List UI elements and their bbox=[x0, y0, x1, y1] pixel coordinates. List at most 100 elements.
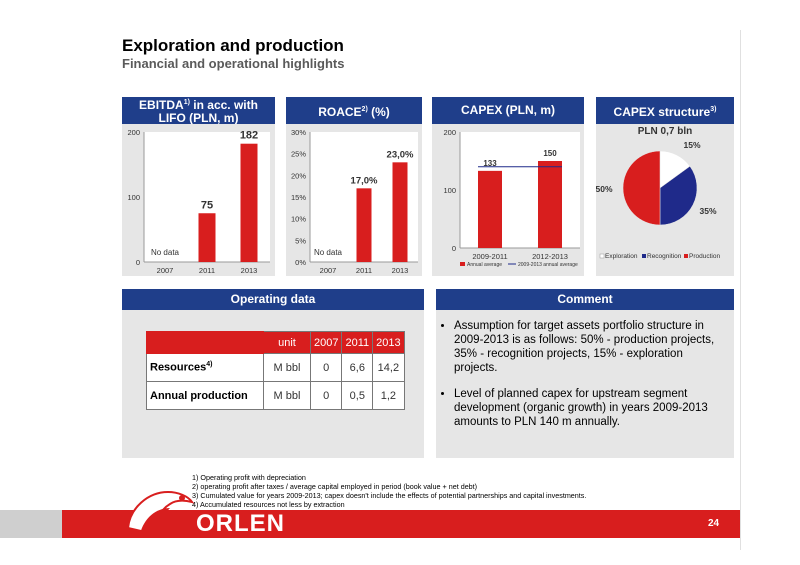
data-label: 150 bbox=[543, 149, 557, 158]
legend-swatch bbox=[642, 254, 646, 258]
table-cell: 6,6 bbox=[341, 353, 374, 382]
comment-list: Assumption for target assets portfolio s… bbox=[436, 310, 734, 429]
legend-label: Production bbox=[689, 253, 720, 260]
ebitda-chart-panel: 0 100 200 2007 2011 75 2013 182 No data bbox=[122, 124, 275, 276]
row-label: Annual production bbox=[146, 381, 264, 410]
table-header-row: unit 2007 2011 2013 bbox=[146, 331, 405, 354]
ebitda-chart: 0 100 200 2007 2011 75 2013 182 No data bbox=[127, 128, 270, 275]
table-cell: M bbl bbox=[263, 353, 311, 382]
table-row: Annual production M bbl 0 0,5 1,2 bbox=[146, 381, 405, 410]
y-tick-label: 5% bbox=[295, 236, 306, 245]
y-tick-label: 20% bbox=[291, 171, 306, 180]
operating-table: unit 2007 2011 2013 Resources4) M bbl 0 … bbox=[146, 331, 405, 410]
capex-header: CAPEX (PLN, m) bbox=[432, 97, 584, 124]
divider bbox=[740, 30, 741, 550]
footer-accent bbox=[0, 510, 62, 538]
footnote: 2) operating profit after taxes / averag… bbox=[192, 482, 478, 491]
operating-panel: unit 2007 2011 2013 Resources4) M bbl 0 … bbox=[122, 310, 424, 458]
bar bbox=[478, 170, 502, 248]
y-tick-label: 100 bbox=[443, 186, 456, 195]
operating-header: Operating data bbox=[122, 289, 424, 310]
page-title: Exploration and production bbox=[122, 36, 344, 55]
roace-chart: 0% 5% 10% 15% 20% 25% 30% 2007 2011 17,0% 2013 23,0… bbox=[291, 128, 418, 275]
footnote: 3) Cumulated value for years 2009-2013; … bbox=[192, 491, 587, 500]
x-tick-label: 2011 bbox=[356, 266, 372, 275]
data-label: 23,0% bbox=[387, 149, 414, 160]
table-cell: 0 bbox=[309, 353, 343, 382]
page-subtitle: Financial and operational highlights bbox=[122, 56, 345, 71]
x-tick-label: 2013 bbox=[241, 266, 258, 275]
table-cell: 0 bbox=[309, 381, 343, 410]
y-tick-label: 200 bbox=[127, 128, 140, 137]
bar bbox=[198, 213, 216, 262]
row-label: Resources4) bbox=[146, 353, 264, 382]
roace-header: ROACE2) (%) bbox=[286, 97, 422, 124]
comment-bullet: Level of planned capex for upstream segm… bbox=[454, 387, 724, 429]
y-tick-label: 0 bbox=[452, 244, 456, 253]
y-tick-label: 0 bbox=[136, 258, 140, 267]
footer-bar bbox=[62, 510, 740, 538]
pie-data-label: 35% bbox=[699, 206, 716, 216]
capex-structure-panel: PLN 0,7 bln 15% 35% 50% Exploration Recogniti… bbox=[595, 124, 734, 276]
column-header: 2007 bbox=[309, 331, 343, 354]
y-tick-label: 0% bbox=[295, 258, 306, 267]
bar bbox=[240, 143, 258, 262]
x-tick-label: 2011 bbox=[199, 266, 215, 275]
bar bbox=[392, 162, 408, 262]
x-tick-label: 2007 bbox=[157, 266, 174, 275]
legend-label: Exploration bbox=[605, 253, 638, 260]
pie-total-label: PLN 0,7 bln bbox=[638, 126, 692, 137]
x-tick-label: 2013 bbox=[392, 266, 409, 275]
y-tick-label: 200 bbox=[443, 128, 456, 137]
ebitda-header: EBITDA1) in acc. with LIFO (PLN, m) bbox=[122, 97, 275, 125]
legend-label: Annual average bbox=[467, 262, 502, 268]
pie-slice bbox=[659, 165, 698, 226]
pie-slice bbox=[622, 150, 661, 226]
no-data-label: No data bbox=[151, 248, 180, 257]
legend-swatch bbox=[684, 254, 688, 258]
footnote: 4) Accumulated resources not less by ext… bbox=[192, 500, 345, 509]
y-tick-label: 10% bbox=[291, 215, 306, 224]
data-label: 182 bbox=[240, 130, 258, 142]
capex-chart-panel: 0 100 200 2009-2011 133 2012-2013 150 Annual av… bbox=[432, 124, 584, 276]
legend-swatch bbox=[460, 262, 465, 266]
column-header: unit bbox=[263, 331, 311, 354]
data-label: 17,0% bbox=[351, 175, 378, 186]
y-tick-label: 25% bbox=[291, 150, 306, 159]
bar bbox=[538, 161, 562, 248]
comment-panel: Assumption for target assets portfolio s… bbox=[436, 310, 734, 458]
comment-header: Comment bbox=[436, 289, 734, 310]
column-header: 2011 bbox=[341, 331, 374, 354]
pie-data-label: 50% bbox=[596, 184, 613, 194]
comment-bullet: Assumption for target assets portfolio s… bbox=[454, 319, 724, 375]
x-tick-label: 2009-2011 bbox=[472, 252, 507, 261]
no-data-label: No data bbox=[314, 248, 343, 257]
table-cell: 1,2 bbox=[372, 381, 405, 410]
roace-chart-panel: 0% 5% 10% 15% 20% 25% 30% 2007 2011 17,0% 2013 23,0… bbox=[286, 124, 422, 276]
table-corner bbox=[146, 331, 264, 354]
legend-label: 2009-2013 annual average bbox=[518, 262, 578, 268]
data-label: 75 bbox=[201, 199, 213, 211]
table-row: Resources4) M bbl 0 6,6 14,2 bbox=[146, 353, 405, 382]
capex-structure-chart: PLN 0,7 bln 15% 35% 50% Exploration Recogniti… bbox=[595, 126, 720, 260]
column-header: 2013 bbox=[372, 331, 405, 354]
table-cell: 14,2 bbox=[372, 353, 405, 382]
y-tick-label: 30% bbox=[291, 128, 306, 137]
y-tick-label: 100 bbox=[127, 193, 140, 202]
footnotes: 1) Operating profit with depreciation 2)… bbox=[192, 473, 586, 509]
table-cell: M bbl bbox=[263, 381, 311, 410]
brand-name: ORLEN bbox=[196, 510, 285, 537]
page-number: 24 bbox=[708, 518, 720, 529]
table-cell: 0,5 bbox=[341, 381, 374, 410]
legend-swatch bbox=[599, 253, 605, 259]
x-tick-label: 2007 bbox=[320, 266, 337, 275]
capex-structure-header: CAPEX structure3) bbox=[596, 97, 734, 124]
bar bbox=[356, 188, 372, 262]
pie-data-label: 15% bbox=[683, 140, 700, 150]
x-tick-label: 2012-2013 bbox=[532, 252, 568, 261]
orlen-eagle-logo bbox=[126, 490, 195, 536]
footnote: 1) Operating profit with depreciation bbox=[192, 473, 306, 482]
data-label: 133 bbox=[483, 159, 497, 168]
legend-label: Recognition bbox=[647, 253, 682, 260]
y-tick-label: 15% bbox=[291, 193, 306, 202]
